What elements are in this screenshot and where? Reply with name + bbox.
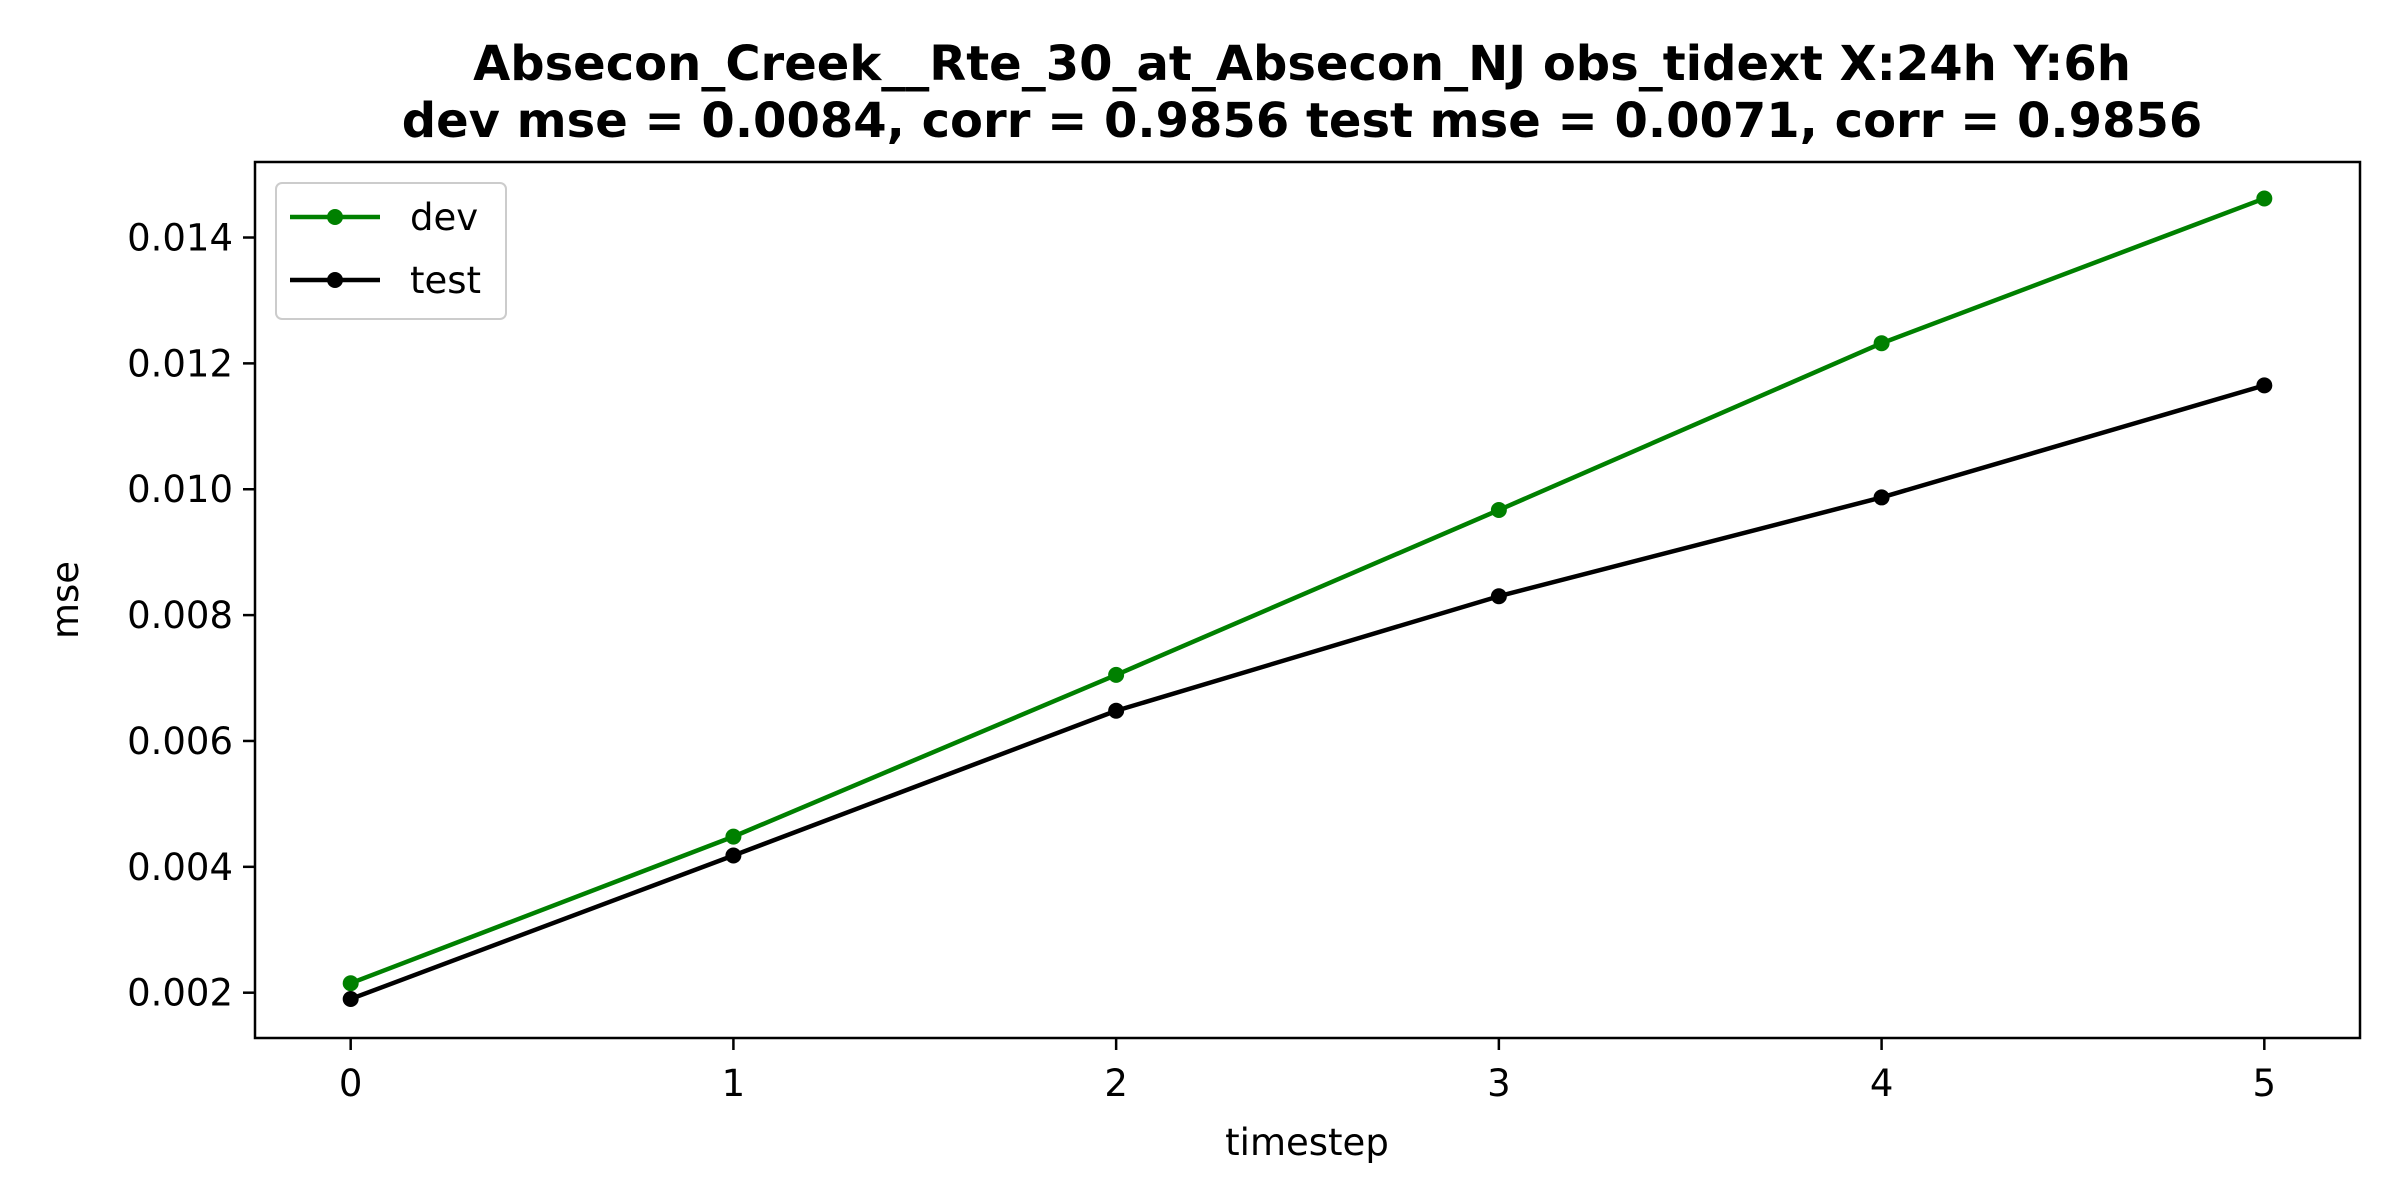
series-line-dev bbox=[347, 195, 2268, 987]
y-tick-label: 0.008 bbox=[127, 594, 233, 637]
data-point-test bbox=[342, 990, 359, 1007]
x-axis-label: timestep bbox=[1225, 1121, 1389, 1164]
legend-marker-dev bbox=[327, 209, 343, 225]
x-tick-label: 0 bbox=[339, 1062, 363, 1105]
y-tick-label: 0.010 bbox=[127, 468, 233, 511]
x-tick-label: 4 bbox=[1870, 1062, 1894, 1105]
series-line-test bbox=[347, 382, 2268, 1002]
legend: dev test bbox=[275, 182, 507, 320]
x-axis: 0 1 2 3 4 5 bbox=[339, 1038, 2276, 1105]
data-point-dev bbox=[1873, 335, 1890, 352]
data-point-dev bbox=[1490, 502, 1507, 519]
y-tick-label: 0.002 bbox=[127, 972, 233, 1015]
data-point-test bbox=[725, 847, 742, 864]
data-point-dev bbox=[2256, 190, 2273, 207]
x-tick-label: 5 bbox=[2253, 1062, 2277, 1105]
legend-label-dev: dev bbox=[410, 196, 478, 239]
data-point-dev bbox=[342, 975, 359, 992]
data-point-test bbox=[2256, 377, 2273, 394]
series-layer bbox=[342, 190, 2273, 1007]
plot-area-frame bbox=[253, 160, 2362, 1040]
data-point-test bbox=[1873, 489, 1890, 506]
data-point-test bbox=[1490, 588, 1507, 605]
legend-label-test: test bbox=[410, 259, 481, 302]
chart-title: Absecon_Creek__Rte_30_at_Absecon_NJ obs_… bbox=[473, 36, 2131, 92]
y-axis-label: mse bbox=[44, 561, 87, 639]
x-tick-label: 3 bbox=[1487, 1062, 1511, 1105]
x-tick-label: 1 bbox=[722, 1062, 746, 1105]
chart-subtitle: dev mse = 0.0084, corr = 0.9856 test mse… bbox=[402, 93, 2203, 149]
data-point-dev bbox=[725, 828, 742, 845]
x-tick-label: 2 bbox=[1104, 1062, 1128, 1105]
y-tick-label: 0.004 bbox=[127, 846, 233, 889]
y-axis: 0.002 0.004 0.006 0.008 0.010 0.012 0.014 bbox=[127, 217, 255, 1015]
y-tick-label: 0.012 bbox=[127, 342, 233, 385]
legend-marker-test bbox=[327, 272, 343, 288]
data-point-test bbox=[1108, 702, 1125, 719]
data-point-dev bbox=[1108, 666, 1125, 683]
y-tick-label: 0.006 bbox=[127, 720, 233, 763]
y-tick-label: 0.014 bbox=[127, 217, 233, 260]
